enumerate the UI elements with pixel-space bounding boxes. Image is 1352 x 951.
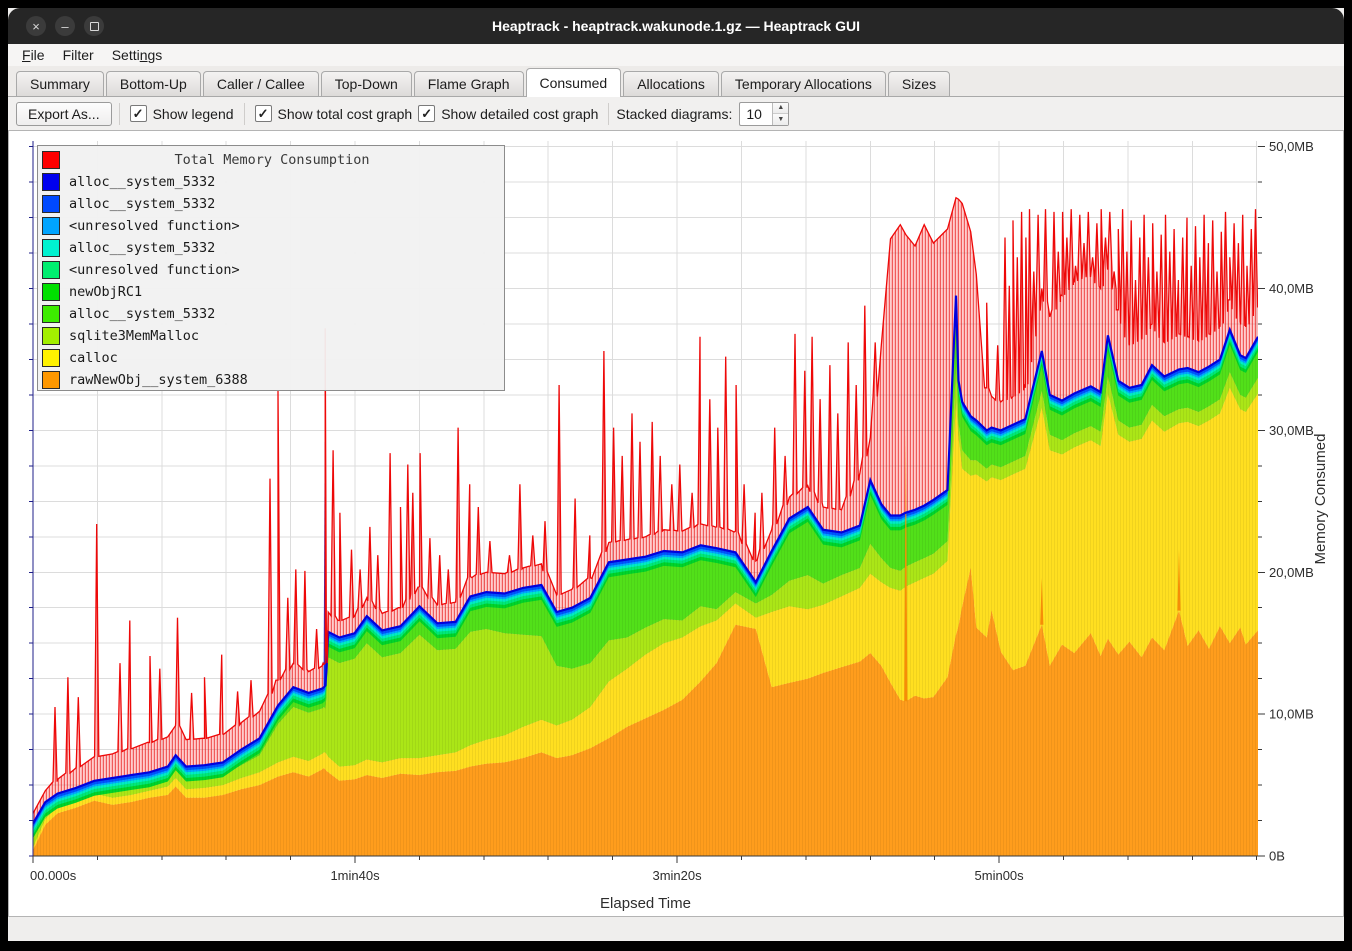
menu-file[interactable]: File: [22, 47, 45, 63]
legend-item-label: <unresolved function>: [69, 262, 240, 278]
legend-item: rawNewObj__system_6388: [38, 369, 504, 391]
legend-swatch: [42, 239, 60, 257]
svg-text:30,0MB: 30,0MB: [1269, 423, 1314, 438]
legend-swatch: [42, 327, 60, 345]
stacked-diagrams-value[interactable]: 10: [746, 105, 762, 122]
tab-bar: Summary Bottom-Up Caller / Callee Top-Do…: [8, 66, 1344, 97]
svg-text:50,0MB: 50,0MB: [1269, 139, 1314, 154]
stacked-diagrams-label: Stacked diagrams:: [616, 105, 733, 122]
legend-item: alloc__system_5332: [38, 171, 504, 193]
tab-caller-callee[interactable]: Caller / Callee: [202, 71, 319, 96]
legend-swatch: [42, 195, 60, 213]
svg-text:00.000s: 00.000s: [30, 868, 77, 883]
legend-item: <unresolved function>: [38, 215, 504, 237]
tab-bottom-up[interactable]: Bottom-Up: [105, 71, 201, 96]
svg-text:Memory Consumed: Memory Consumed: [1312, 434, 1329, 565]
legend-item: alloc__system_5332: [38, 193, 504, 215]
legend-item: <unresolved function>: [38, 259, 504, 281]
legend-title-row: Total Memory Consumption: [38, 149, 504, 171]
chart-legend: Total Memory Consumption alloc__system_5…: [37, 145, 505, 391]
legend-swatch: [42, 217, 60, 235]
tab-summary[interactable]: Summary: [16, 71, 104, 96]
legend-item: sqlite3MemMalloc: [38, 325, 504, 347]
legend-item: alloc__system_5332: [38, 303, 504, 325]
stacked-diagrams-control: Stacked diagrams: 10 ▲ ▼: [616, 101, 790, 126]
tab-consumed[interactable]: Consumed: [525, 68, 622, 97]
menu-filter[interactable]: Filter: [62, 47, 94, 63]
maximize-icon: [89, 21, 99, 31]
menu-settings[interactable]: Settings: [111, 47, 163, 63]
legend-swatch: [42, 371, 60, 389]
close-icon: ×: [32, 18, 40, 34]
legend-item-label: sqlite3MemMalloc: [69, 328, 200, 344]
minimize-button[interactable]: –: [55, 16, 75, 36]
legend-item-label: alloc__system_5332: [69, 196, 216, 212]
legend-swatch: [42, 173, 60, 191]
legend-swatch: [42, 349, 60, 367]
tab-flame-graph[interactable]: Flame Graph: [413, 71, 524, 96]
toolbar-separator: [118, 102, 120, 125]
menu-bar: File Filter Settings: [8, 44, 1344, 66]
stacked-diagrams-spinbox[interactable]: 10 ▲ ▼: [739, 101, 790, 126]
tab-sizes[interactable]: Sizes: [887, 71, 951, 96]
svg-text:40,0MB: 40,0MB: [1269, 281, 1314, 296]
checkbox-check-icon: ✓: [129, 105, 147, 122]
checkbox-label: Show total cost graph: [277, 105, 413, 122]
export-as-button[interactable]: Export As...: [16, 101, 112, 126]
legend-swatch: [42, 261, 60, 279]
chart-panel: 0B 10,0MB 20,0MB 30,0MB 40,0MB 50,0MB 00.000s 1…: [8, 130, 1344, 917]
close-button[interactable]: ×: [26, 16, 46, 36]
legend-item-label: calloc: [69, 350, 118, 366]
legend-item-label: alloc__system_5332: [69, 174, 216, 190]
svg-text:5min00s: 5min00s: [975, 868, 1025, 883]
legend-title: Total Memory Consumption: [174, 152, 370, 168]
legend-swatch-total: [42, 151, 60, 169]
svg-text:0B: 0B: [1269, 849, 1285, 864]
tab-temporary-allocations[interactable]: Temporary Allocations: [720, 71, 886, 96]
tab-allocations[interactable]: Allocations: [623, 71, 719, 96]
legend-swatch: [42, 305, 60, 323]
tab-top-down[interactable]: Top-Down: [320, 71, 412, 96]
toolbar: Export As... ✓ Show legend ✓ Show total …: [8, 97, 1344, 130]
maximize-button[interactable]: [84, 16, 104, 36]
window-title: Heaptrack - heaptrack.wakunode.1.gz — He…: [491, 18, 860, 34]
show-total-cost-checkbox[interactable]: ✓ Show total cost graph: [254, 105, 413, 122]
minimize-icon: –: [61, 18, 69, 34]
status-strip: [8, 917, 1344, 941]
svg-text:20,0MB: 20,0MB: [1269, 565, 1314, 580]
legend-item-label: alloc__system_5332: [69, 240, 216, 256]
checkbox-label: Show detailed cost graph: [441, 105, 599, 122]
svg-text:3min20s: 3min20s: [652, 868, 702, 883]
heaptrack-window: × – Heaptrack - heaptrack.wakunode.1.gz …: [8, 8, 1344, 941]
legend-item-label: newObjRC1: [69, 284, 143, 300]
toolbar-separator: [608, 102, 610, 125]
legend-item-label: rawNewObj__system_6388: [69, 372, 248, 388]
checkbox-check-icon: ✓: [254, 105, 272, 122]
checkbox-check-icon: ✓: [418, 105, 436, 122]
spin-up-button[interactable]: ▲: [773, 102, 789, 114]
svg-text:1min40s: 1min40s: [330, 868, 380, 883]
legend-item-label: <unresolved function>: [69, 218, 240, 234]
memory-consumption-chart[interactable]: 0B 10,0MB 20,0MB 30,0MB 40,0MB 50,0MB 00.000s 1…: [9, 131, 1341, 914]
toolbar-separator: [243, 102, 245, 125]
legend-item-label: alloc__system_5332: [69, 306, 216, 322]
legend-item: alloc__system_5332: [38, 237, 504, 259]
show-detailed-cost-checkbox[interactable]: ✓ Show detailed cost graph: [418, 105, 598, 122]
legend-item: calloc: [38, 347, 504, 369]
svg-text:10,0MB: 10,0MB: [1269, 707, 1314, 722]
spin-down-button[interactable]: ▼: [773, 114, 789, 125]
show-legend-checkbox[interactable]: ✓ Show legend: [129, 105, 234, 122]
legend-swatch: [42, 283, 60, 301]
checkbox-label: Show legend: [152, 105, 234, 122]
svg-text:Elapsed Time: Elapsed Time: [600, 895, 691, 912]
title-bar: × – Heaptrack - heaptrack.wakunode.1.gz …: [8, 8, 1344, 44]
legend-item: newObjRC1: [38, 281, 504, 303]
